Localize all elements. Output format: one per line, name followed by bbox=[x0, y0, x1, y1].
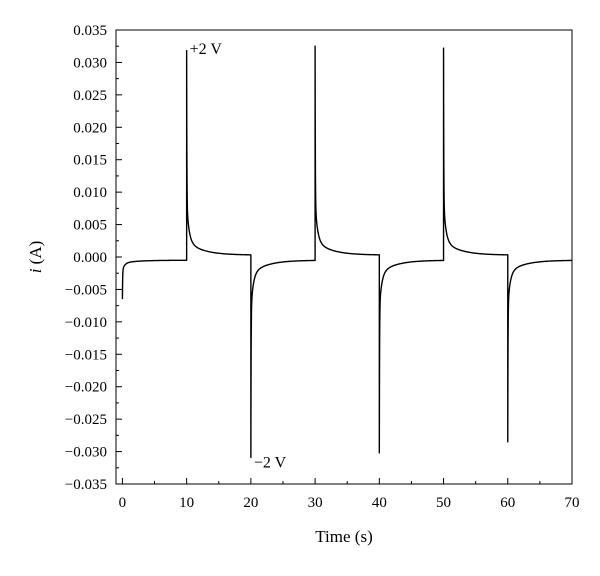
annotations: +2 V −2 V bbox=[190, 41, 287, 472]
y-tick-label: −0.015 bbox=[65, 347, 107, 363]
x-tick-label: 70 bbox=[565, 495, 580, 511]
x-tick-label: 20 bbox=[243, 495, 258, 511]
y-axis: −0.035 −0.030 −0.025 −0.020 −0.015 −0.010 −0.0… bbox=[65, 23, 122, 493]
annotation-minus-2v: −2 V bbox=[254, 454, 287, 471]
x-tick-label: 10 bbox=[179, 495, 194, 511]
x-tick-label: 50 bbox=[436, 495, 451, 511]
annotation-plus-2v: +2 V bbox=[190, 41, 223, 58]
y-tick-label: −0.025 bbox=[65, 412, 107, 428]
y-axis-title-symbol: i bbox=[26, 268, 45, 273]
y-tick-label: 0.020 bbox=[73, 120, 107, 136]
x-tick-label: 40 bbox=[372, 495, 387, 511]
x-tick-label: 0 bbox=[119, 495, 127, 511]
y-tick-label: −0.035 bbox=[65, 477, 107, 493]
x-tick-label: 60 bbox=[500, 495, 515, 511]
current-series-line bbox=[121, 45, 573, 459]
y-tick-label: 0.010 bbox=[73, 185, 107, 201]
x-axis: 0 10 20 30 40 50 60 70 bbox=[119, 478, 580, 511]
y-tick-label: 0.025 bbox=[73, 88, 107, 104]
y-tick-label: −0.005 bbox=[65, 282, 107, 298]
x-tick-label: 30 bbox=[308, 495, 323, 511]
plot-frame bbox=[115, 29, 573, 485]
y-tick-label: 0.030 bbox=[73, 55, 107, 71]
y-axis-title-unit: (A) bbox=[26, 241, 45, 269]
y-tick-label: −0.020 bbox=[65, 380, 107, 396]
x-axis-title: Time (s) bbox=[315, 527, 372, 546]
y-tick-label: 0.035 bbox=[73, 23, 107, 39]
y-tick-label: 0.000 bbox=[73, 250, 107, 266]
y-tick-label: −0.010 bbox=[65, 315, 107, 331]
y-tick-label: 0.015 bbox=[73, 153, 107, 169]
y-axis-title: i (A) bbox=[26, 241, 45, 274]
y-tick-label: −0.030 bbox=[65, 445, 107, 461]
y-tick-label: 0.005 bbox=[73, 218, 107, 234]
